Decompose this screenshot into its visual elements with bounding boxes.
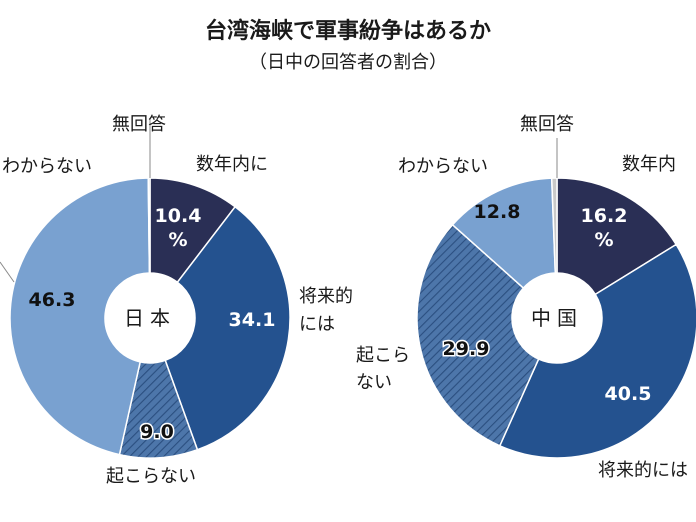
label-jp-none: 起こらない bbox=[106, 466, 196, 487]
center-label-cn: 中国 bbox=[531, 306, 583, 330]
value-label-jp-soon: % bbox=[168, 229, 187, 251]
value-label-cn-soon: % bbox=[594, 229, 613, 251]
label-cn-none-2: ない bbox=[356, 372, 392, 393]
value-label-jp-dontknow: 46.3 bbox=[29, 289, 76, 311]
value-label-jp-none: 9.0 bbox=[140, 421, 174, 443]
slice-cn-soon bbox=[556, 177, 678, 296]
label-jp-future-2: には bbox=[299, 314, 335, 335]
value-label-cn-future: 40.5 bbox=[605, 383, 652, 405]
label-cn-soon: 数年内 bbox=[622, 154, 676, 175]
chart-title: 台湾海峡で軍事紛争はあるか bbox=[205, 18, 491, 44]
label-jp-soon: 数年内に bbox=[196, 154, 268, 175]
center-label-jp: 日本 bbox=[124, 306, 176, 330]
label-cn-noanswer: 無回答 bbox=[520, 114, 574, 135]
pie-japan: 日本 10.4% 34.1 9.0 46.3 bbox=[9, 177, 291, 459]
label-jp-noanswer: 無回答 bbox=[112, 114, 166, 135]
value-label-cn-soon: 16.2 bbox=[581, 205, 628, 227]
label-jp-dontknow: わからない bbox=[2, 156, 92, 177]
label-cn-future: 将来的には bbox=[598, 460, 688, 481]
value-label-jp-soon: 10.4 bbox=[155, 205, 202, 227]
value-label-cn-dontknow: 12.8 bbox=[474, 201, 521, 223]
donut-hole-cn bbox=[512, 273, 602, 363]
label-jp-future-1: 将来的 bbox=[299, 286, 353, 307]
donut-hole-jp bbox=[105, 273, 195, 363]
pie-china: 中国 16.2% 40.5 29.9 12.8 bbox=[416, 177, 696, 459]
label-cn-none-1: 起こら bbox=[356, 345, 410, 366]
chart-subtitle: （日中の回答者の割合） bbox=[249, 52, 447, 73]
value-label-jp-future: 34.1 bbox=[229, 309, 276, 331]
label-cn-dontknow: わからない bbox=[398, 156, 488, 177]
value-label-cn-none: 29.9 bbox=[443, 338, 490, 360]
leader-line-jp-left bbox=[0, 261, 15, 283]
